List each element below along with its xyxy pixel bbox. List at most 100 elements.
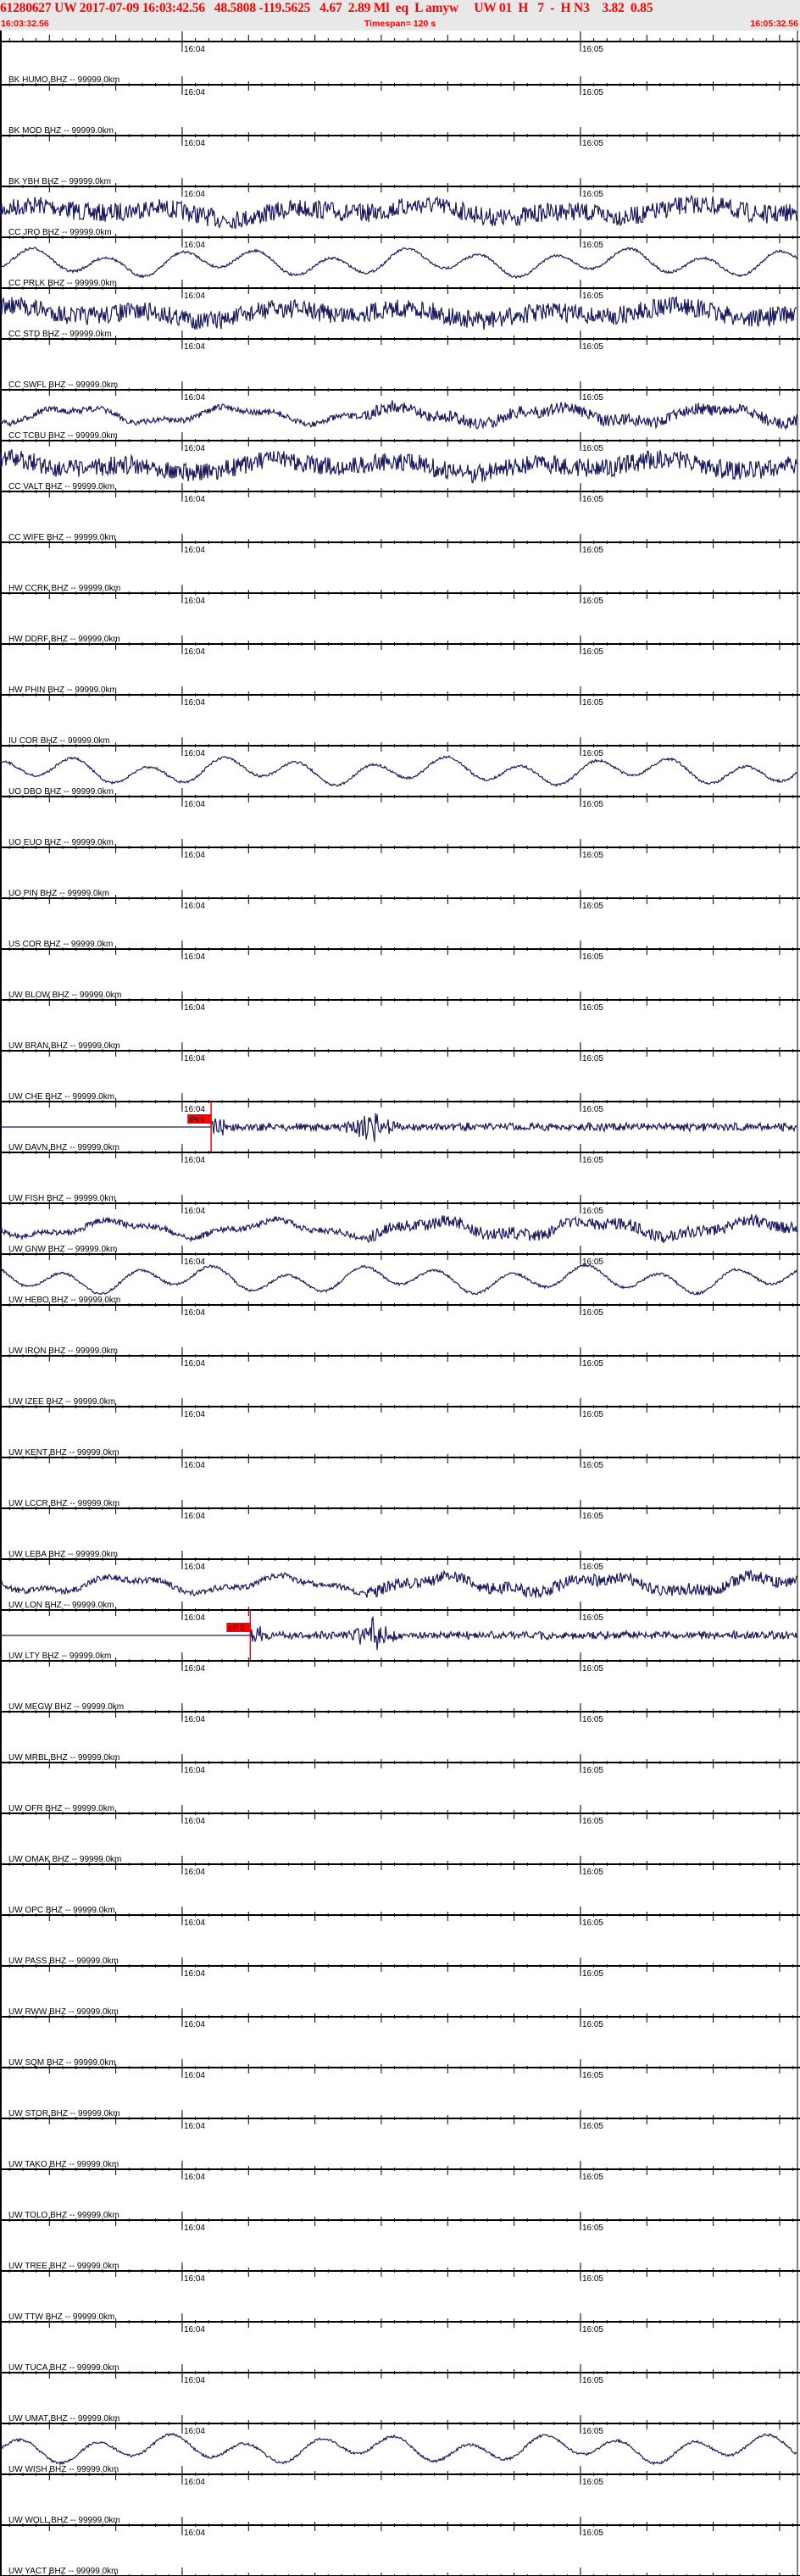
trace-label: CC SWFL BHZ -- 99999.0km <box>8 380 118 390</box>
trace-axis-42-time-label: 16:05 <box>582 2223 603 2233</box>
trace-axis-34-time-label: 16:05 <box>582 1817 603 1826</box>
waveform <box>0 1615 797 1650</box>
trace-axis-36-time-label: 16:04 <box>184 1918 205 1928</box>
timespan-label: Timespan= 120 s <box>364 19 436 29</box>
trace-axis-36-time-label: 16:05 <box>582 1918 603 1928</box>
pick-flag <box>226 1623 251 1632</box>
trace-label: UW TUCA BHZ -- 99999.0km <box>8 2363 119 2373</box>
trace-label: BK HUMO BHZ -- 99999.0km <box>8 75 119 85</box>
trace-axis-23-time-label: 16:05 <box>582 1257 603 1267</box>
trace-axis-24-time-label: 16:05 <box>582 1308 603 1318</box>
trace-label: UW OFR BHZ -- 99999.0km <box>8 1804 114 1813</box>
trace-label: CC WIFE BHZ -- 99999.0km <box>8 533 116 542</box>
trace-label: UW RWW BHZ -- 99999.0km <box>8 2007 119 2017</box>
trace-axis-20-time-label: 16:05 <box>582 1105 603 1114</box>
trace-label: UW LON BHZ -- 99999.0km <box>8 1601 114 1610</box>
trace-label: UW OMAK BHZ -- 99999.0km <box>8 1855 121 1864</box>
trace-axis-42-time-label: 16:04 <box>184 2223 205 2233</box>
trace-axis-23-time-label: 16:04 <box>184 1257 205 1267</box>
trace-label: US COR BHZ -- 99999.0km <box>8 940 113 949</box>
trace-axis-22-time-label: 16:05 <box>582 1207 603 1216</box>
waveform <box>0 247 797 280</box>
trace-label: UW DAVN BHZ -- 99999.0km <box>8 1143 119 1152</box>
trace-label: UW TTW BHZ -- 99999.0km <box>8 2312 114 2322</box>
trace-axis-14-time-label: 16:05 <box>582 800 603 809</box>
trace-axis-47-time-label: 16:05 <box>582 2478 603 2487</box>
trace-label: UW TREE BHZ -- 99999.0km <box>8 2262 119 2271</box>
trace-axis-33-time-label: 16:05 <box>582 1766 603 1775</box>
trace-label: IU COR BHZ -- 99999.0km <box>8 736 109 746</box>
waveform <box>0 194 797 230</box>
trace-axis-21-time-label: 16:04 <box>184 1156 205 1165</box>
header-bar: 61280627 UW 2017-07-09 16:03:42.56 48.58… <box>0 0 800 31</box>
trace-label: UW TOLO BHZ -- 99999.0km <box>8 2211 119 2220</box>
trace-axis-38-time-label: 16:05 <box>582 2020 603 2029</box>
trace-axis-25-time-label: 16:04 <box>184 1359 205 1368</box>
trace-axis-30-time-label: 16:04 <box>184 1613 205 1623</box>
trace-axis-16-time-label: 16:05 <box>582 902 603 911</box>
trace-label: UO PIN BHZ -- 99999.0km <box>8 889 109 898</box>
trace-axis-6-time-label: 16:04 <box>184 393 205 402</box>
top-time-axis-time-label: 16:04 <box>184 45 205 54</box>
trace-axis-26-time-label: 16:04 <box>184 1410 205 1419</box>
trace-axis-35-time-label: 16:05 <box>582 1868 603 1877</box>
trace-axis-46-time-label: 16:05 <box>582 2427 603 2436</box>
trace-axis-6-time-label: 16:05 <box>582 393 603 402</box>
trace-axis-43-time-label: 16:04 <box>184 2274 205 2284</box>
trace-axis-18-time-label: 16:05 <box>582 1003 603 1013</box>
trace-label: UW CHE BHZ -- 99999.0km <box>8 1092 114 1102</box>
waveform <box>0 1263 797 1296</box>
trace-axis-3-time-label: 16:05 <box>582 241 603 250</box>
trace-label: UW MRBL BHZ -- 99999.0km <box>8 1753 119 1763</box>
top-time-axis-time-label: 16:05 <box>582 45 603 54</box>
trace-label: UW HEBO BHZ -- 99999.0km <box>8 1296 120 1305</box>
trace-axis-32-time-label: 16:05 <box>582 1715 603 1724</box>
trace-label: UW YACT BHZ -- 99999.0km <box>8 2567 118 2576</box>
trace-label: HW CCRK BHZ -- 99999.0km <box>8 584 120 593</box>
trace-axis-48-time-label: 16:04 <box>184 2529 205 2538</box>
trace-axis-12-time-label: 16:05 <box>582 698 603 708</box>
trace-label: CC PRLK BHZ -- 99999.0km <box>8 279 117 288</box>
trace-label: UW PASS BHZ -- 99999.0km <box>8 1957 119 1966</box>
trace-axis-32-time-label: 16:04 <box>184 1715 205 1724</box>
trace-axis-0-time-label: 16:05 <box>582 88 603 97</box>
trace-axis-12-time-label: 16:04 <box>184 698 205 708</box>
trace-axis-31-time-label: 16:04 <box>184 1664 205 1674</box>
trace-axis-4-time-label: 16:04 <box>184 291 205 301</box>
trace-axis-39-time-label: 16:04 <box>184 2071 205 2080</box>
pick-flag <box>187 1114 212 1124</box>
trace-axis-18-time-label: 16:04 <box>184 1003 205 1013</box>
trace-axis-29-time-label: 16:05 <box>582 1563 603 1572</box>
end-time: 16:05:32.56 <box>750 19 798 29</box>
trace-label: UW UMAT BHZ -- 99999.0km <box>8 2414 119 2423</box>
trace-axis-44-time-label: 16:04 <box>184 2325 205 2334</box>
trace-axis-37-time-label: 16:05 <box>582 1969 603 1979</box>
waveform <box>0 1568 797 1599</box>
trace-axis-47-time-label: 16:04 <box>184 2478 205 2487</box>
trace-axis-14-time-label: 16:04 <box>184 800 205 809</box>
trace-axis-40-time-label: 16:05 <box>582 2122 603 2131</box>
trace-axis-1-time-label: 16:04 <box>184 139 205 148</box>
trace-axis-9-time-label: 16:04 <box>184 546 205 555</box>
trace-axis-40-time-label: 16:04 <box>184 2122 205 2131</box>
trace-label: BK MOD BHZ -- 99999.0km <box>8 126 114 136</box>
trace-axis-30-time-label: 16:05 <box>582 1613 603 1623</box>
trace-axis-44-time-label: 16:05 <box>582 2325 603 2334</box>
trace-axis-48-time-label: 16:05 <box>582 2529 603 2538</box>
trace-axis-19-time-label: 16:04 <box>184 1054 205 1063</box>
trace-label: UW WISH BHZ -- 99999.0km <box>8 2465 119 2474</box>
trace-axis-5-time-label: 16:05 <box>582 342 603 352</box>
trace-label: HW DDRF BHZ -- 99999.0km <box>8 635 120 644</box>
trace-axis-41-time-label: 16:05 <box>582 2173 603 2182</box>
trace-label: UW LTY BHZ -- 99999.0km <box>8 1652 111 1661</box>
trace-axis-41-time-label: 16:04 <box>184 2173 205 2182</box>
trace-axis-13-time-label: 16:04 <box>184 749 205 758</box>
waveform <box>0 295 797 330</box>
trace-label: BK YBH BHZ -- 99999.0km <box>8 177 111 186</box>
trace-label: UW FISH BHZ -- 99999.0km <box>8 1194 116 1203</box>
trace-axis-27-time-label: 16:05 <box>582 1461 603 1470</box>
waveform <box>0 1113 797 1142</box>
trace-axis-17-time-label: 16:04 <box>184 952 205 962</box>
trace-label: HW PHIN BHZ -- 99999.0km <box>8 686 117 695</box>
trace-axis-45-time-label: 16:05 <box>582 2376 603 2385</box>
